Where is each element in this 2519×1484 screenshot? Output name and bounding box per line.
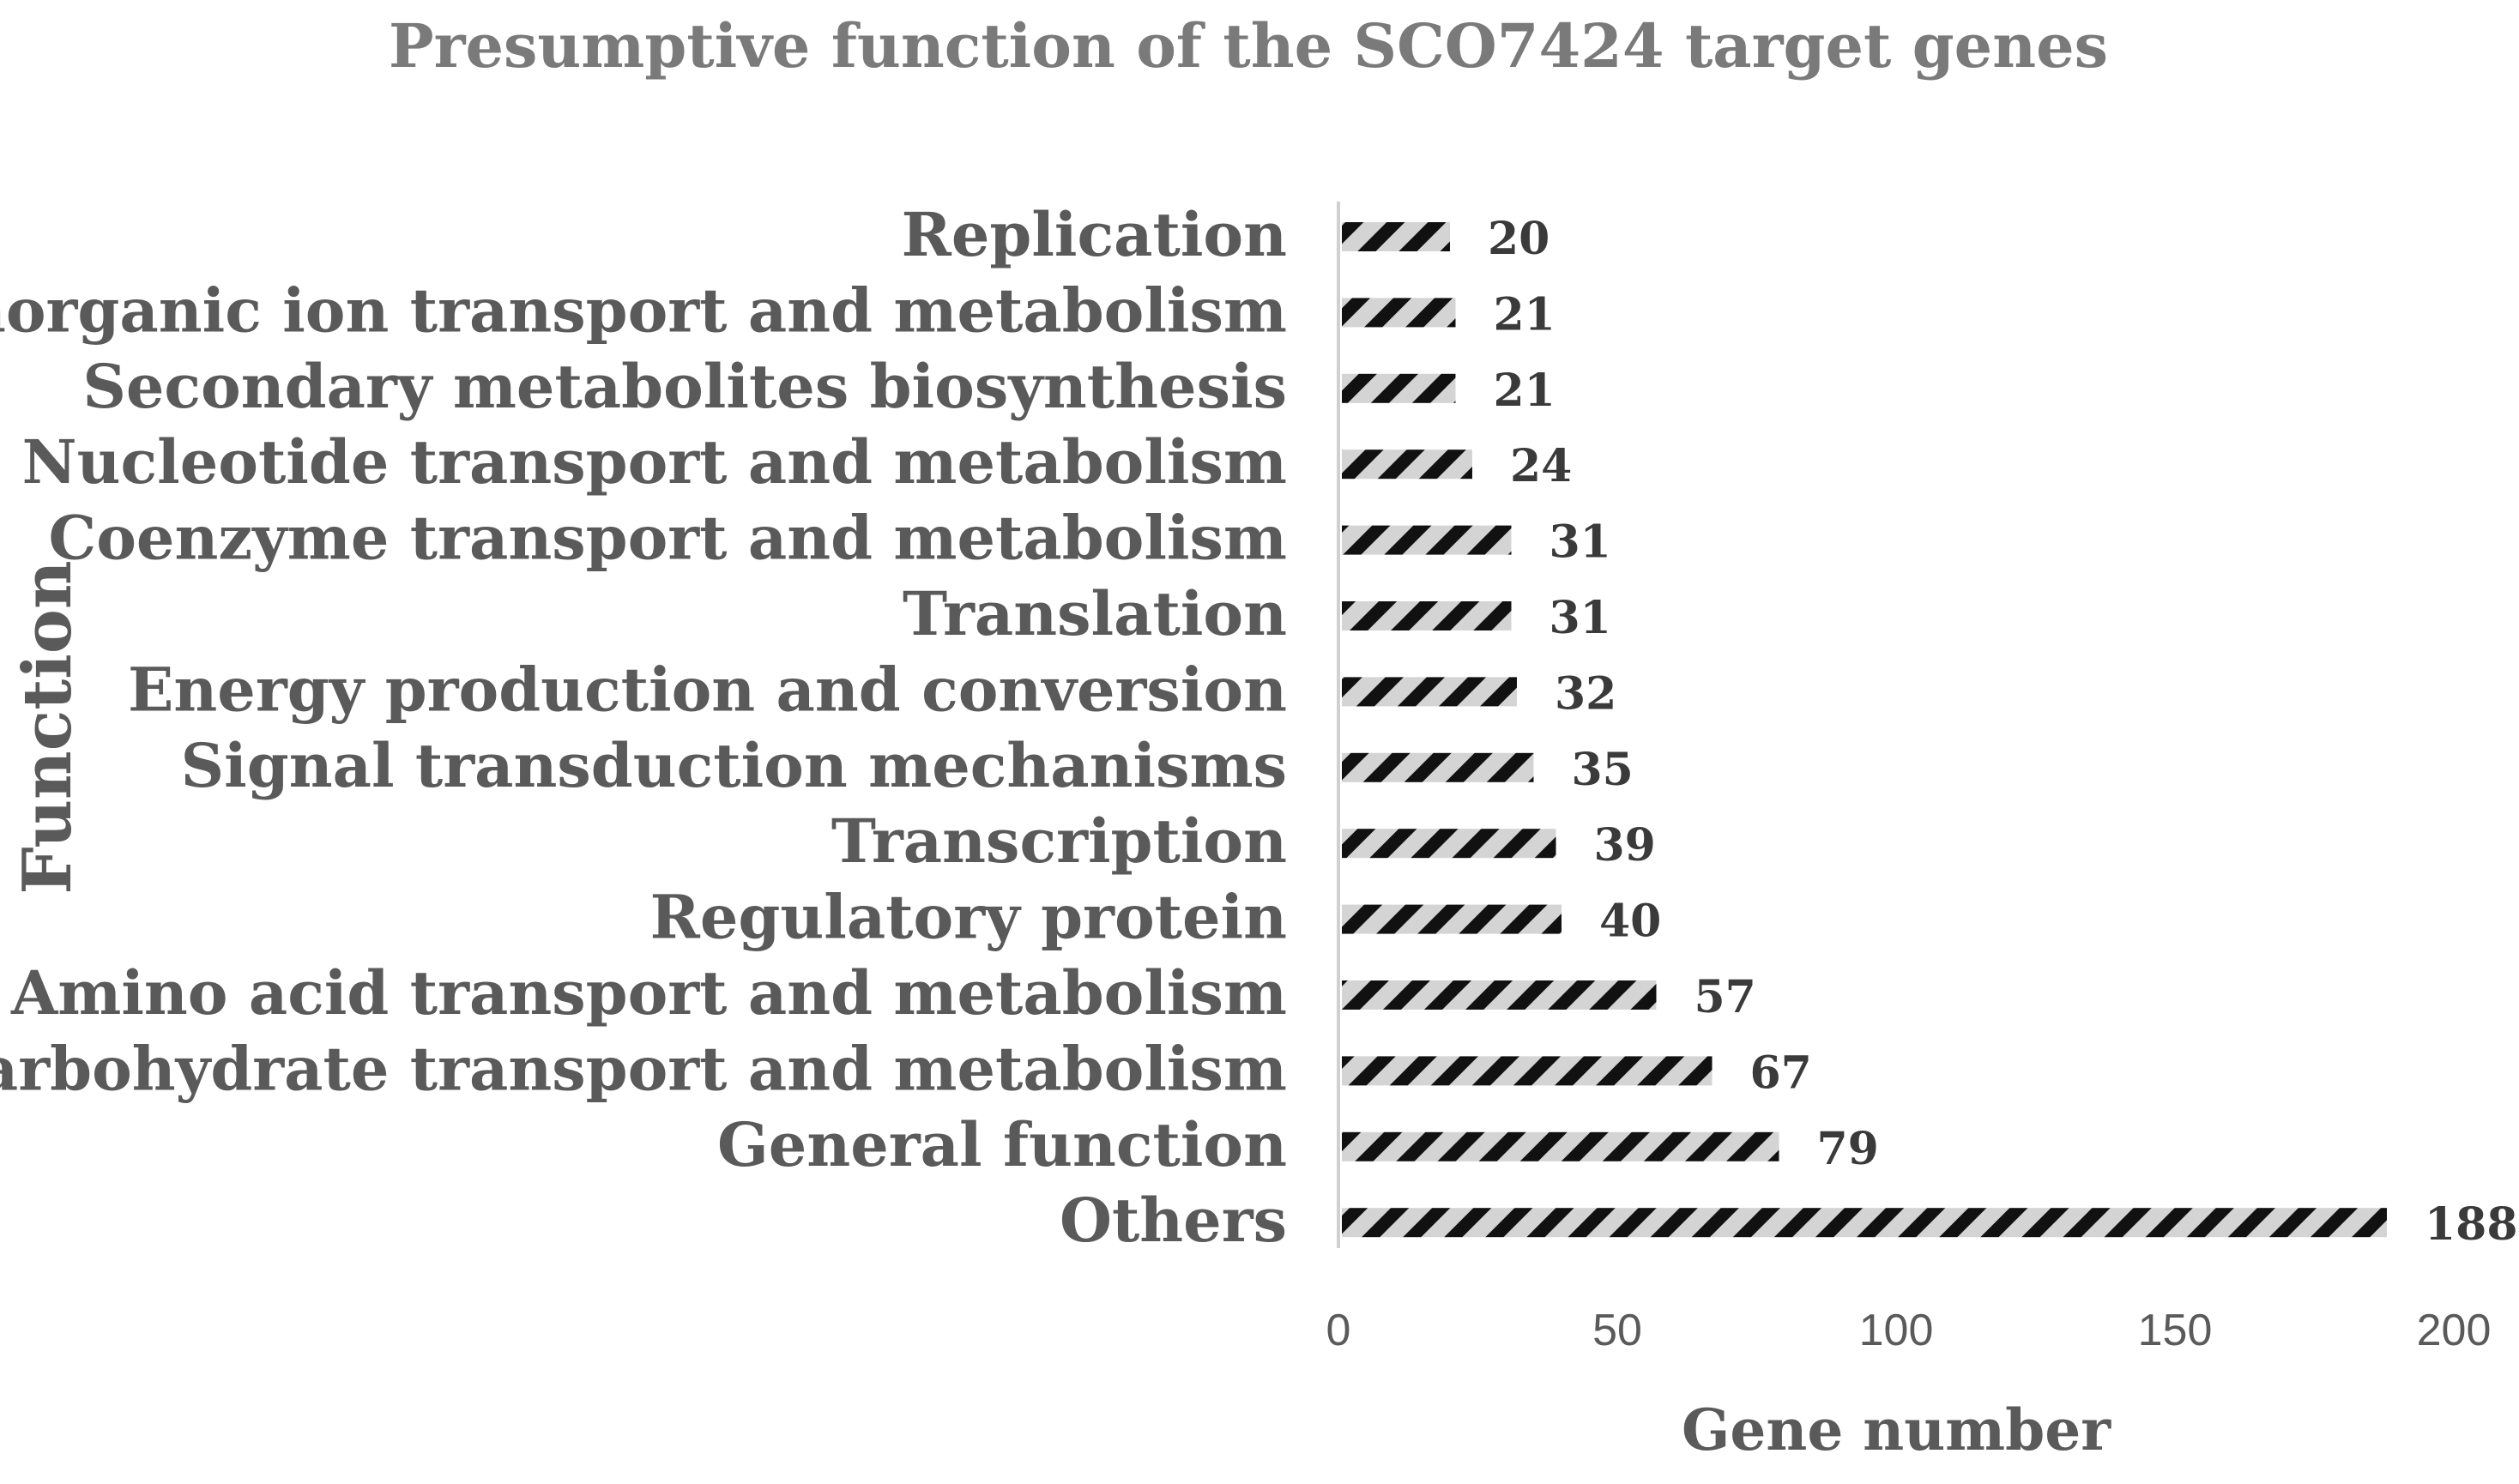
data-label: 31 — [1549, 516, 1611, 569]
category-label: Signal transduction mechanisms — [181, 730, 1287, 801]
data-label: 57 — [1694, 971, 1756, 1023]
chart-title: Presumptive function of the SCO7424 targ… — [389, 10, 2108, 81]
bar — [1342, 677, 1517, 707]
bar — [1342, 525, 1512, 555]
data-label: 32 — [1555, 667, 1616, 720]
bar — [1342, 1131, 1779, 1161]
data-label: 79 — [1817, 1123, 1879, 1175]
category-label: Secondary metabolites biosynthesis — [82, 351, 1287, 422]
bar — [1342, 298, 1456, 328]
category-label: Energy production and conversion — [128, 654, 1287, 725]
category-label: Regulatory protein — [650, 882, 1287, 953]
x-axis-label: Gene number — [1682, 1397, 2111, 1463]
category-label: General function — [717, 1109, 1287, 1180]
x-tick-label: 100 — [1859, 1306, 1934, 1355]
category-label: Coenzyme transport and metabolism — [49, 503, 1287, 574]
category-label: Inorganic ion transport and metabolism — [0, 274, 1287, 346]
x-tick-labels: 0 50 100 150 200 — [1326, 1306, 2492, 1355]
data-label: 20 — [1488, 213, 1549, 265]
category-label: Replication — [902, 199, 1287, 270]
data-label: 21 — [1494, 365, 1555, 417]
x-tick-label: 50 — [1592, 1306, 1642, 1355]
bar — [1342, 601, 1512, 630]
data-label: 31 — [1549, 592, 1611, 644]
bar — [1342, 829, 1556, 859]
category-label: Others — [1060, 1185, 1287, 1256]
x-tick-label: 150 — [2138, 1306, 2213, 1355]
data-label: 35 — [1572, 744, 1634, 796]
bar — [1342, 752, 1534, 782]
bar — [1342, 222, 1450, 251]
data-label: 188 — [2425, 1198, 2518, 1251]
category-label: Carbohydrate transport and metabolism — [0, 1033, 1287, 1104]
data-label: 39 — [1594, 819, 1656, 872]
bar — [1342, 980, 1657, 1010]
data-label: 67 — [1750, 1047, 1812, 1099]
y-axis-label: Function — [9, 560, 87, 894]
category-label: Transcription — [831, 805, 1287, 877]
data-label: 21 — [1494, 288, 1555, 341]
bar — [1342, 449, 1472, 480]
category-label: Nucleotide transport and metabolism — [22, 426, 1287, 498]
category-label: Amino acid transport and metabolism — [10, 957, 1287, 1029]
data-label: 40 — [1599, 896, 1661, 948]
bar — [1342, 373, 1456, 403]
bar — [1342, 1056, 1713, 1086]
bars-group — [1342, 222, 2387, 1238]
x-tick-label: 0 — [1326, 1306, 1351, 1355]
bar — [1342, 904, 1562, 934]
data-label: 24 — [1510, 440, 1572, 492]
category-label: Translation — [903, 578, 1287, 649]
x-tick-label: 200 — [2417, 1306, 2492, 1355]
bar — [1342, 1208, 2387, 1238]
